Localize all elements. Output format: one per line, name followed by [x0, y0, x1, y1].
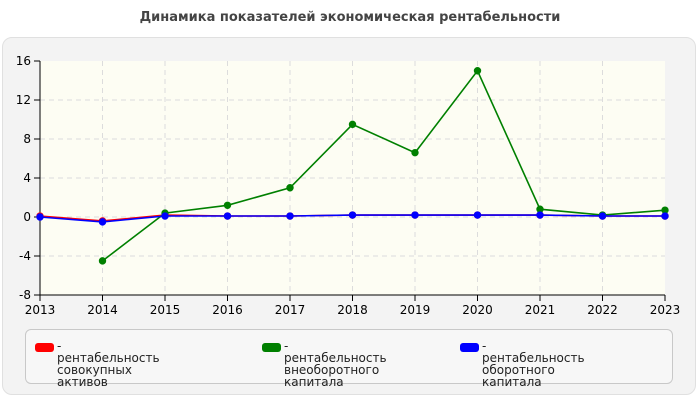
data-point-1 [348, 120, 357, 129]
y-tick-label: 4 [23, 171, 31, 185]
data-point-2 [223, 212, 232, 220]
y-tick-label: 0 [23, 210, 31, 224]
x-tick-label: 2015 [150, 303, 181, 317]
data-point-1 [98, 257, 107, 265]
y-tick-label: 12 [16, 93, 31, 107]
data-point-2 [348, 211, 357, 219]
data-point-1 [286, 184, 294, 192]
x-tick-label: 2022 [587, 303, 618, 317]
chart-legend: - рентабельность совокупных активов - ре… [25, 329, 673, 388]
data-point-2 [473, 211, 482, 219]
x-tick-label: 2014 [87, 303, 118, 317]
legend-label-line-1: - рентабельность оборотного [482, 339, 585, 377]
data-point-1 [473, 67, 482, 75]
legend-swatch-noncurrent-capital [262, 343, 281, 352]
x-tick-label: 2023 [650, 303, 681, 317]
legend-label-total-assets: - рентабельность совокупных активов [57, 340, 160, 388]
legend-label-noncurrent-capital: - рентабельность внеоборотного капитала [284, 340, 387, 388]
data-point-2 [36, 213, 44, 221]
legend-label-line-1: - рентабельность [284, 339, 387, 365]
data-point-1 [223, 201, 232, 210]
x-tick-label: 2017 [275, 303, 306, 317]
data-point-2 [161, 212, 169, 220]
series-line-1 [102, 69, 666, 262]
y-tick-label: -4 [19, 249, 31, 263]
x-tick-label: 2018 [337, 303, 368, 317]
legend-label-line-1: - рентабельность совокупных [57, 339, 160, 377]
legend-label-line-2: внеоборотного капитала [284, 363, 380, 389]
legend-swatch-total-assets [35, 343, 54, 352]
legend-swatch-working-capital [460, 343, 479, 352]
x-tick-label: 2020 [462, 303, 493, 317]
y-tick-label: -8 [19, 288, 31, 302]
x-tick-label: 2013 [25, 303, 56, 317]
data-point-2 [286, 212, 294, 220]
data-point-2 [411, 211, 419, 219]
legend-label-line-2: активов [57, 375, 108, 389]
y-tick-label: 8 [23, 132, 31, 146]
x-tick-label: 2016 [212, 303, 243, 317]
data-point-1 [411, 148, 419, 157]
data-point-2 [598, 212, 607, 220]
y-tick-label: 16 [16, 54, 31, 68]
data-point-2 [98, 218, 107, 226]
x-tick-label: 2021 [525, 303, 556, 317]
data-point-2 [661, 212, 669, 220]
data-point-2 [536, 211, 544, 219]
chart-title: Динамика показателей экономическая рента… [139, 10, 561, 25]
x-tick-label: 2019 [400, 303, 431, 317]
legend-label-line-2: капитала [482, 375, 542, 389]
legend-label-working-capital: - рентабельность оборотного капитала [482, 340, 585, 388]
